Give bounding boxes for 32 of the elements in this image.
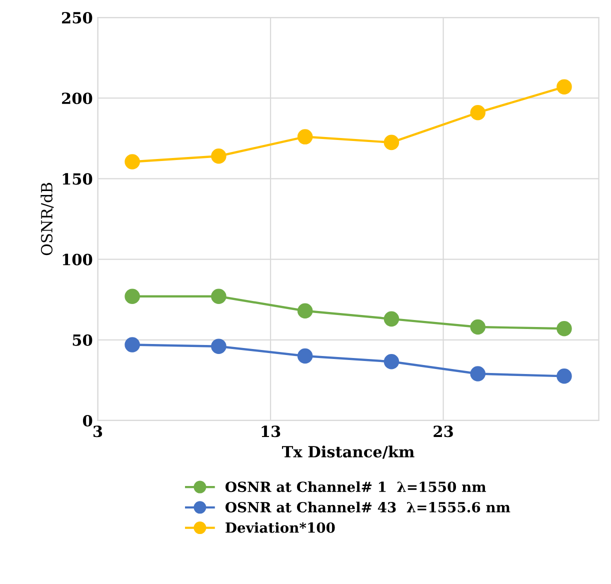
- point: [556, 79, 572, 94]
- y-axis-title: OSNR/dB: [40, 182, 54, 256]
- point: [297, 129, 313, 144]
- point: [556, 320, 572, 336]
- x-tick-label: 13: [262, 426, 280, 438]
- point: [297, 348, 313, 364]
- point: [384, 354, 400, 370]
- y-tick-label: 0: [82, 414, 92, 426]
- point: [211, 338, 226, 354]
- point: [211, 288, 226, 304]
- y-tick-label: 50: [72, 334, 92, 346]
- point: [384, 134, 400, 150]
- point: [211, 148, 226, 164]
- x-tick-label: 23: [434, 426, 453, 438]
- point: [556, 368, 572, 384]
- legend-label: OSNR at Channel# 43 λ=1555.6 nm: [226, 502, 510, 512]
- point: [470, 366, 486, 382]
- point: [297, 303, 313, 319]
- y-tick-label: 100: [62, 254, 92, 266]
- point: [470, 104, 486, 120]
- point: [470, 319, 486, 335]
- point: [124, 288, 140, 304]
- point: [124, 337, 140, 352]
- x-tick-label: 3: [94, 426, 102, 438]
- y-tick-label: 250: [62, 12, 92, 24]
- legend-label: OSNR at Channel# 1 λ=1550 nm: [226, 481, 486, 492]
- y-tick-label: 150: [62, 173, 92, 185]
- y-tick-label: 200: [62, 92, 92, 104]
- x-axis-title: Tx Distance/km: [282, 446, 414, 459]
- point: [124, 154, 140, 170]
- legend-label: Deviation*100: [226, 522, 335, 533]
- point: [384, 311, 400, 327]
